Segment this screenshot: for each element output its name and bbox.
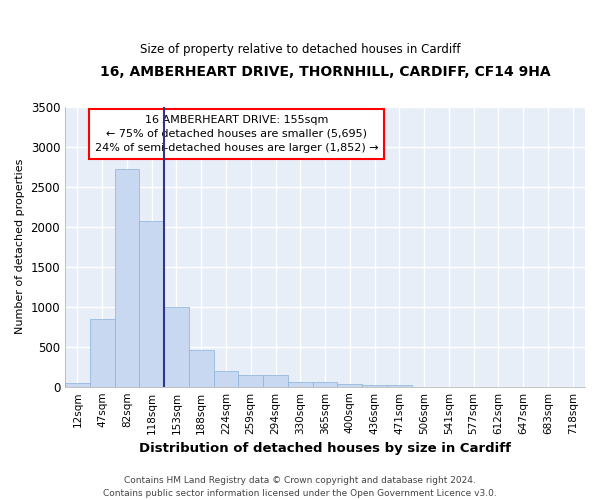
Title: 16, AMBERHEART DRIVE, THORNHILL, CARDIFF, CF14 9HA: 16, AMBERHEART DRIVE, THORNHILL, CARDIFF… <box>100 65 550 79</box>
X-axis label: Distribution of detached houses by size in Cardiff: Distribution of detached houses by size … <box>139 442 511 455</box>
Bar <box>263 375 288 386</box>
Bar <box>115 169 139 386</box>
Bar <box>313 382 337 386</box>
Bar <box>238 375 263 386</box>
Text: Size of property relative to detached houses in Cardiff: Size of property relative to detached ho… <box>140 42 460 56</box>
Text: 16 AMBERHEART DRIVE: 155sqm
← 75% of detached houses are smaller (5,695)
24% of : 16 AMBERHEART DRIVE: 155sqm ← 75% of det… <box>95 115 379 153</box>
Bar <box>337 384 362 386</box>
Bar <box>189 350 214 387</box>
Text: Contains HM Land Registry data © Crown copyright and database right 2024.
Contai: Contains HM Land Registry data © Crown c… <box>103 476 497 498</box>
Bar <box>164 306 189 386</box>
Bar <box>362 385 387 386</box>
Bar <box>139 221 164 386</box>
Bar <box>90 318 115 386</box>
Bar <box>65 382 90 386</box>
Bar <box>214 370 238 386</box>
Y-axis label: Number of detached properties: Number of detached properties <box>15 159 25 334</box>
Bar <box>288 382 313 386</box>
